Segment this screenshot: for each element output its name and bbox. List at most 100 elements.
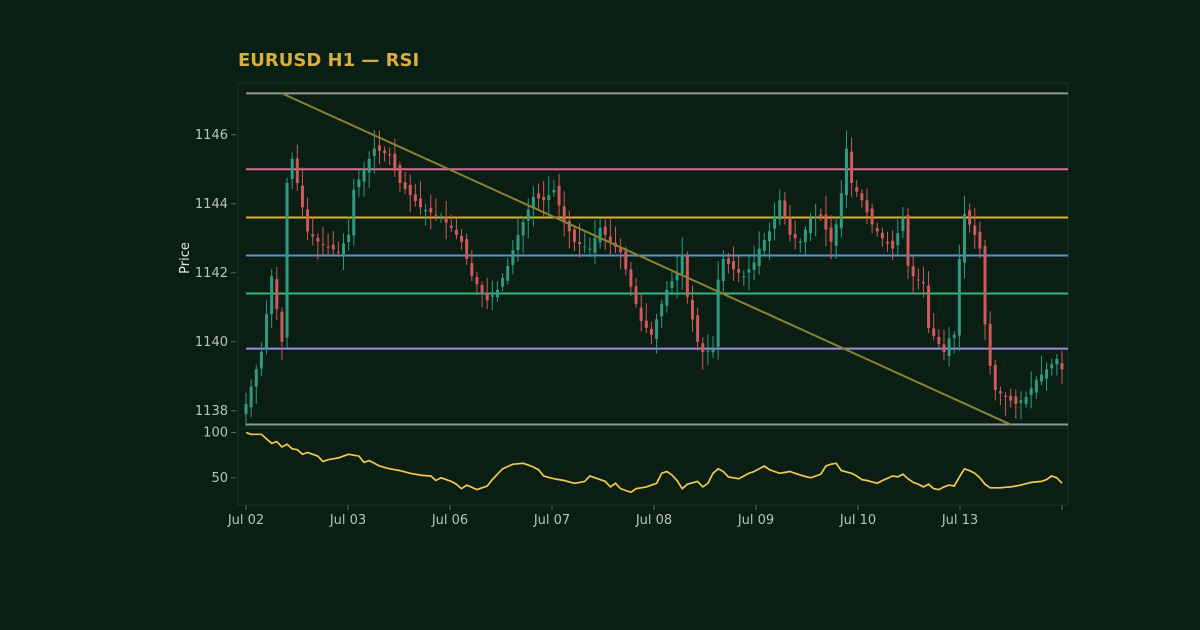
candle-body [778,200,782,220]
candle-body [629,269,633,287]
trend-line [281,92,1012,426]
candle-body [562,206,566,221]
candle-body [752,262,756,270]
candle-body [547,195,551,200]
candle-body [336,251,340,253]
candle-body [495,290,499,298]
candle-body [634,286,638,304]
x-tick-label: Jul 09 [737,513,774,528]
candle-body [732,261,736,270]
candle-body [993,364,997,391]
candle-body [655,319,659,339]
candle-body [737,269,741,273]
candle-body [434,214,438,216]
candle-body [968,210,972,225]
candle-body [506,265,510,281]
candle-body [819,214,823,218]
candle-body [300,185,304,208]
x-tick-label: Jul 06 [431,513,468,528]
candle-body [485,292,489,301]
candle-body [952,334,956,338]
candle-body [521,222,525,236]
candle-body [998,391,1002,394]
candle-body [1045,369,1049,379]
candle-body [906,215,910,266]
candle-body [783,200,787,218]
candle-body [254,369,258,387]
candle-body [603,226,607,235]
candle-body [865,200,869,213]
candle-body [767,231,771,242]
candle-body [321,243,325,245]
candle-body [542,196,546,201]
candle-body [850,151,854,184]
candle-body [270,276,274,315]
candle-body [814,217,818,219]
candle-body [331,244,335,250]
candle-body [588,248,592,250]
candle-body [511,250,515,265]
candle-body [1014,396,1018,404]
candle-body [696,315,700,342]
candle-body [460,236,464,242]
candle-body [870,208,874,225]
candle-body [891,240,895,249]
candle-body [660,303,664,317]
candle-body [465,239,469,259]
candle-body [1039,374,1043,382]
candle-body [388,154,392,156]
candle-body [444,217,448,223]
candle-body [762,239,766,251]
candle-body [988,323,992,366]
candle-body [803,229,807,243]
candle-body [793,234,797,239]
rsi-line [245,431,1063,494]
candle-body [398,165,402,184]
candle-body [572,229,576,242]
candle-body [259,352,263,369]
candle-body [593,238,597,253]
chart-title: EURUSD H1 — RSI [238,50,419,71]
rsi-y-ticks: 50 100 [203,426,236,486]
rsi-panel [237,427,1069,506]
candle-body [860,193,864,201]
candle-body [706,350,710,352]
x-tick-label: Jul 10 [839,513,876,528]
candle-body [1060,363,1064,370]
candle-body [393,153,397,170]
x-tick-label: Jul 07 [533,513,570,528]
candle-body [475,277,479,285]
candle-body [675,272,679,281]
candle-body [306,209,310,232]
candle-body [429,208,433,213]
candle-body [1055,359,1059,365]
candle-body [726,258,730,265]
candle-body [526,209,530,221]
candle-body [942,344,946,353]
candle-body [583,246,587,248]
candle-body [896,233,900,246]
candle-body [1019,400,1023,403]
candle-body [1024,396,1028,404]
candle-body [1009,395,1013,401]
price-y-ticks: 1138 1140 1142 1144 1146 [195,128,236,419]
candle-body [557,185,561,206]
candle-body [454,229,458,235]
candle-body [875,228,879,232]
rsi-tick-label: 50 [211,471,228,486]
candle-body [649,328,653,335]
candle-body [480,284,484,293]
candle-body [552,189,556,193]
candle-body [470,263,474,277]
candle-body [788,217,792,235]
candle-body [886,241,890,244]
candle-body [275,279,279,309]
candle-body [342,243,346,256]
candle-body [973,225,977,235]
candle-body [1004,395,1008,397]
candle-body [690,300,694,320]
candle-body [932,328,936,336]
candle-body [711,348,715,353]
candle-body [757,248,761,266]
